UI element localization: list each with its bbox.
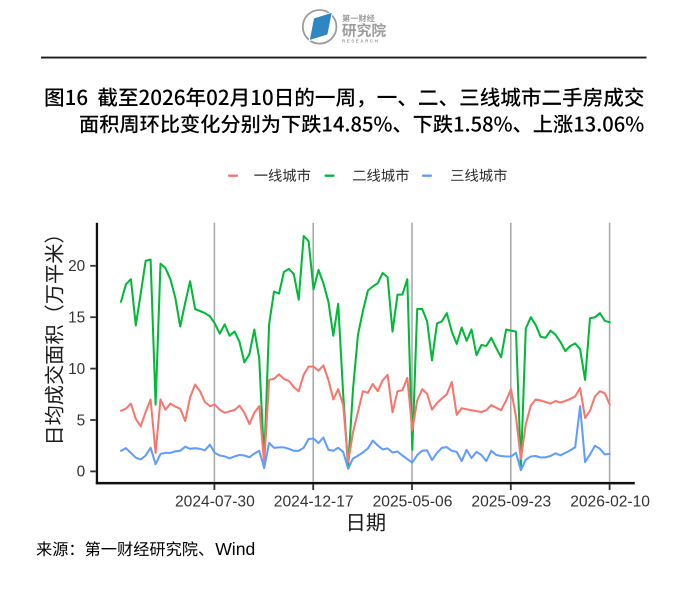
svg-text:Wind: Wind — [215, 539, 255, 559]
svg-text:2026-02-10: 2026-02-10 — [570, 494, 650, 511]
svg-text:10: 10 — [68, 361, 85, 378]
svg-text:2025-05-06: 2025-05-06 — [373, 494, 453, 511]
svg-text:15: 15 — [68, 310, 85, 327]
svg-text:2025-09-23: 2025-09-23 — [471, 494, 551, 511]
svg-text:2024-12-17: 2024-12-17 — [274, 494, 354, 511]
svg-text:RESEARCH: RESEARCH — [342, 39, 379, 44]
svg-text:20: 20 — [68, 258, 85, 275]
svg-text:2024-07-30: 2024-07-30 — [175, 494, 255, 511]
svg-text:0: 0 — [77, 464, 86, 481]
svg-text:5: 5 — [77, 412, 86, 429]
